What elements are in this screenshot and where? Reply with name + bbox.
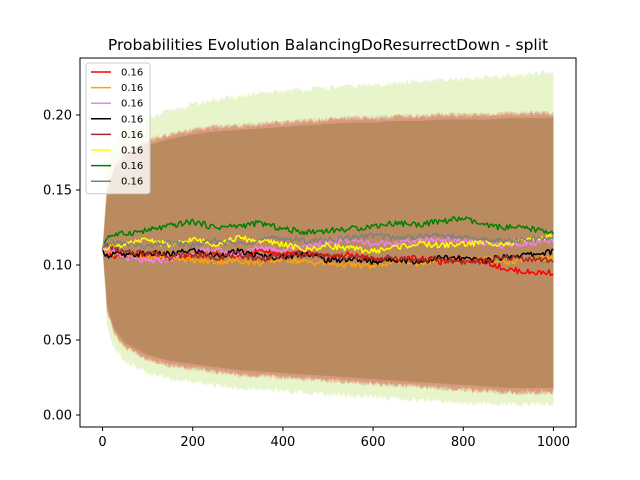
chart-title: Probabilities Evolution BalancingDoResur… — [108, 36, 548, 54]
legend-label: 0.16 — [121, 177, 143, 188]
x-tick-label: 600 — [361, 435, 386, 450]
legend-label: 0.16 — [121, 99, 143, 110]
legend-label: 0.16 — [121, 114, 143, 125]
band-core — [102, 118, 554, 388]
series-lines — [101, 216, 555, 277]
series-line-7 — [101, 232, 554, 250]
y-tick-label: 0.00 — [43, 409, 72, 424]
y-tick-label: 0.15 — [43, 184, 72, 199]
legend-box — [85, 62, 151, 195]
legend-label: 0.16 — [121, 130, 143, 141]
x-tick-label: 400 — [270, 435, 295, 450]
legend-label: 0.16 — [121, 83, 143, 94]
legend-label: 0.16 — [121, 68, 143, 79]
x-tick-label: 1000 — [537, 435, 570, 450]
series-line-6 — [101, 216, 555, 249]
x-axis: 0 200 400 600 800 1000 — [98, 427, 570, 450]
y-axis: 0.00 0.05 0.10 0.15 0.20 — [43, 109, 80, 424]
legend-label: 0.16 — [121, 146, 143, 157]
confidence-bands — [102, 70, 554, 408]
x-tick-label: 0 — [98, 435, 106, 450]
plot-frame — [79, 57, 577, 428]
y-tick-label: 0.05 — [43, 334, 72, 349]
y-tick-label: 0.10 — [43, 259, 72, 274]
series-line-4 — [101, 243, 554, 266]
y-tick-label: 0.20 — [43, 109, 72, 124]
legend-label: 0.16 — [121, 161, 143, 172]
x-tick-label: 200 — [180, 435, 205, 450]
legend: 0.16 0.16 0.16 0.16 0.16 0.16 0.16 0.16 — [85, 62, 151, 195]
x-tick-label: 800 — [451, 435, 476, 450]
